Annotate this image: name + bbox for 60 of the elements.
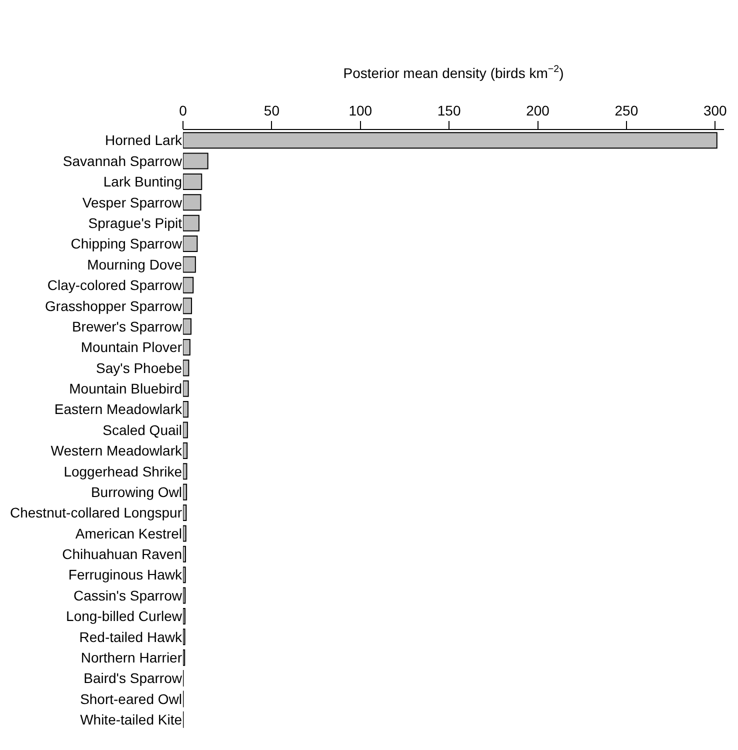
bar (183, 587, 186, 604)
y-tick-label: Mountain Bluebird (69, 380, 182, 397)
y-tick-label: White-tailed Kite (80, 712, 182, 728)
x-tick-label: 250 (614, 102, 638, 118)
x-tick-label: 150 (437, 102, 461, 118)
bar (183, 546, 186, 562)
x-tick-label: 50 (264, 102, 280, 118)
y-tick-label: Grasshopper Sparrow (45, 298, 183, 314)
bar (183, 276, 194, 294)
y-tick-label: Long-billed Curlew (66, 608, 183, 624)
y-tick-label: Loggerhead Shrike (64, 463, 182, 480)
bar (183, 256, 196, 273)
bar (183, 360, 190, 376)
bar (183, 463, 188, 480)
y-tick-label: Mourning Dove (87, 256, 182, 272)
x-tick-label: 100 (348, 102, 372, 118)
bar (183, 236, 198, 252)
y-tick-label: Chestnut-collared Longspur (10, 504, 182, 521)
y-tick-label: Chihuahuan Raven (62, 546, 182, 562)
y-tick-label: Chipping Sparrow (70, 236, 183, 252)
y-tick-label: Brewer's Sparrow (72, 318, 183, 334)
y-tick-label: Sprague's Pipit (88, 215, 182, 231)
y-tick-label: Clay-colored Sparrow (47, 277, 183, 294)
bar (183, 442, 188, 459)
y-tick-label: Northern Harrier (80, 649, 182, 666)
x-tick-label: 0 (179, 102, 188, 118)
x-axis-title: Posterior mean density (birds km$^{−2}$) (343, 64, 564, 81)
y-tick-label: Baird's Sparrow (84, 670, 183, 686)
bar (183, 152, 208, 170)
y-tick-label: Say's Phoebe (96, 360, 182, 376)
y-tick-label: Burrowing Owl (90, 484, 182, 500)
bar (183, 214, 200, 232)
y-tick-label: Western Meadowlark (50, 442, 183, 459)
y-tick-label: Eastern Meadowlark (54, 401, 183, 418)
y-tick-label: Savannah Sparrow (62, 152, 183, 169)
bar (183, 194, 202, 211)
y-tick-label: Mountain Plover (80, 339, 182, 356)
y-tick-label: American Kestrel (75, 525, 182, 542)
x-tick-label: 300 (703, 102, 728, 118)
y-tick-label: Lark Bunting (103, 174, 182, 190)
bar (183, 132, 718, 149)
bar (183, 484, 188, 500)
y-tick-label: Short-eared Owl (80, 690, 182, 707)
bar (183, 318, 192, 335)
bar (183, 380, 189, 397)
bar (183, 338, 190, 356)
bar (183, 298, 192, 314)
bar (183, 422, 188, 438)
bar (183, 566, 186, 584)
y-tick-label: Vesper Sparrow (82, 194, 183, 210)
y-tick-label: Red-tailed Hawk (79, 628, 183, 645)
bar (183, 173, 202, 190)
x-tick-label: 200 (526, 102, 550, 118)
bar (183, 525, 186, 542)
y-tick-label: Ferruginous Hawk (68, 566, 183, 583)
y-tick-label: Scaled Quail (102, 422, 182, 438)
bar (183, 504, 187, 522)
bar (183, 401, 188, 418)
y-tick-label: Horned Lark (104, 132, 183, 148)
y-tick-label: Cassin's Sparrow (74, 587, 183, 604)
